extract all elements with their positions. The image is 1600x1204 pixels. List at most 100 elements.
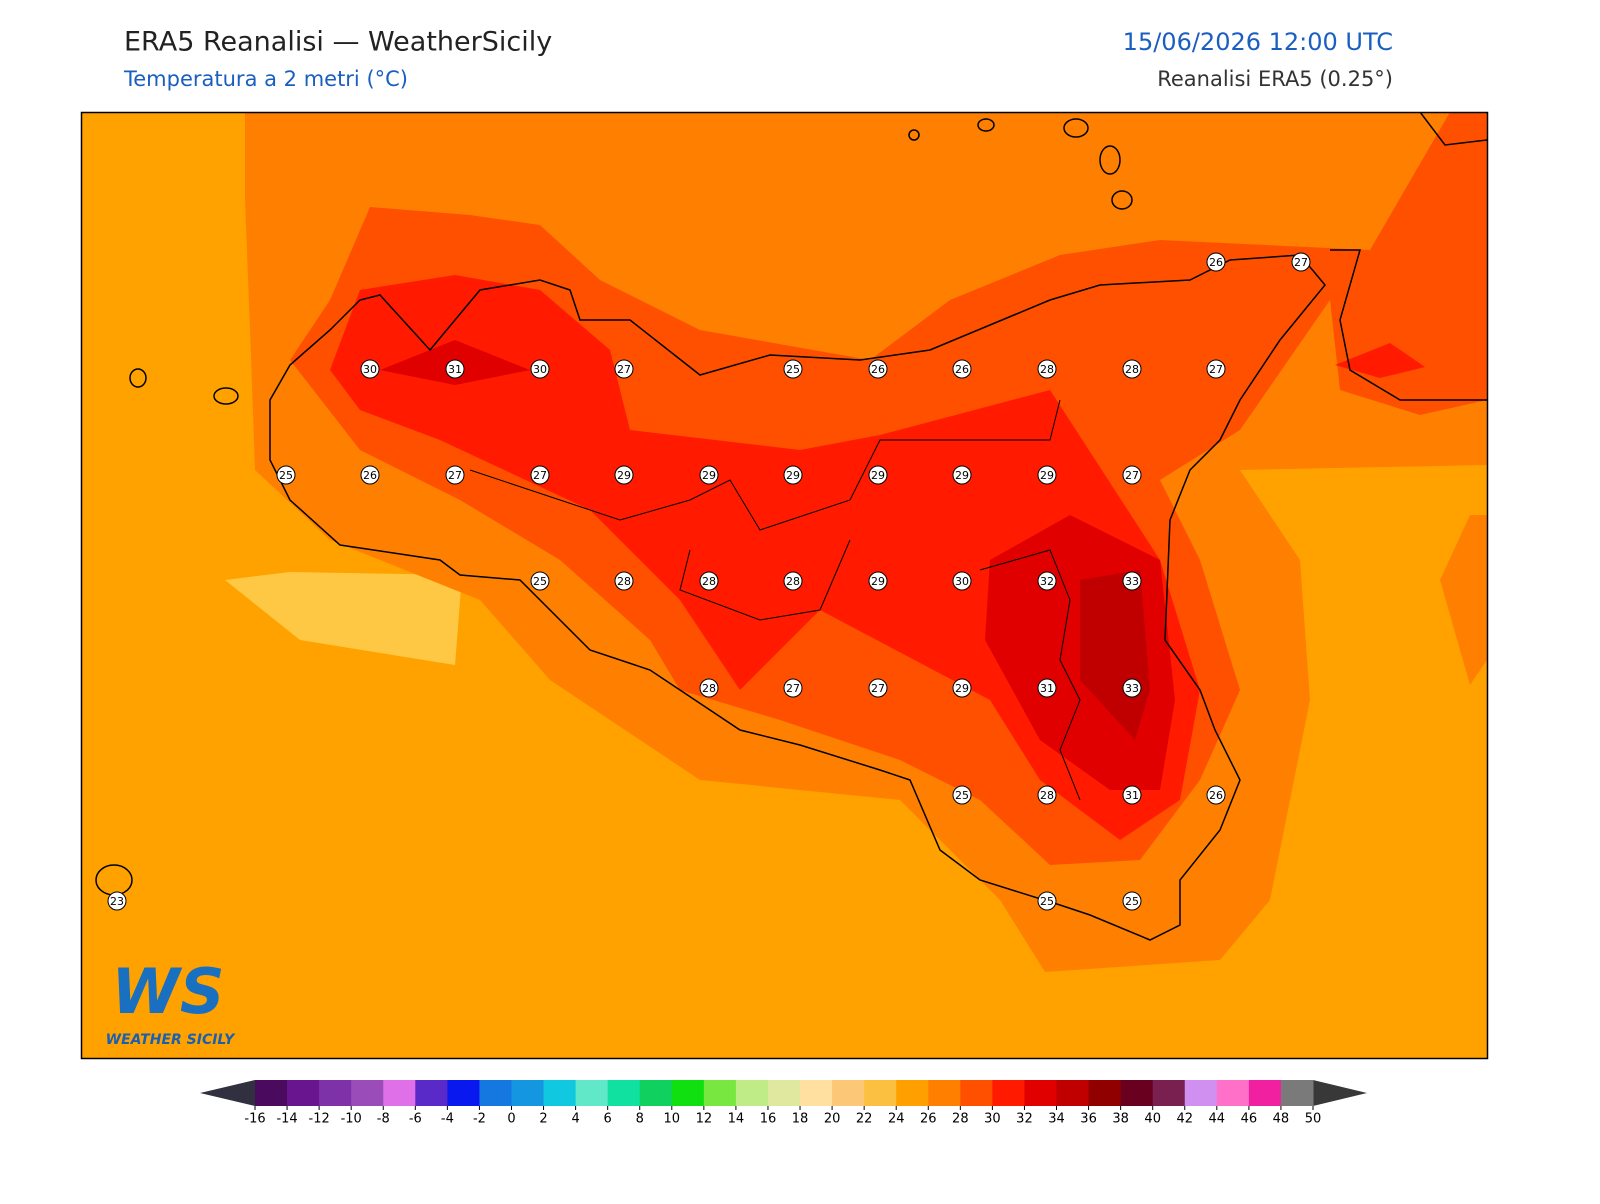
colorbar-bin bbox=[800, 1080, 833, 1106]
station-value: 28 bbox=[1125, 363, 1139, 376]
colorbar-bin bbox=[511, 1080, 545, 1106]
colorbar-label: 12 bbox=[696, 1112, 713, 1127]
colorbar-bin bbox=[1184, 1080, 1218, 1106]
station-marker bbox=[1122, 785, 1142, 805]
colorbar-bin bbox=[992, 1080, 1025, 1106]
station-value: 26 bbox=[1209, 256, 1223, 269]
colorbar-bin bbox=[383, 1080, 416, 1106]
station-marker bbox=[1122, 465, 1142, 485]
station-marker bbox=[445, 465, 465, 485]
station-value: 25 bbox=[279, 469, 293, 482]
colorbar-bin bbox=[319, 1080, 352, 1106]
station-marker bbox=[1122, 678, 1142, 698]
logo-text: WEATHER SICILY bbox=[106, 1032, 237, 1048]
station-marker bbox=[530, 465, 550, 485]
colorbar-bin bbox=[415, 1080, 448, 1106]
station-value: 29 bbox=[786, 469, 800, 482]
colorbar: -16 -14 -12 -10 -8 -6 -4 -2 0 2 4 6 8 10 12 14 16 18 20 22 2… bbox=[200, 1080, 1367, 1127]
colorbar-label: 32 bbox=[1016, 1112, 1033, 1127]
coastline bbox=[95, 113, 1487, 941]
colorbar-bin bbox=[1056, 1080, 1090, 1106]
colorbar-bin bbox=[1024, 1080, 1058, 1106]
title: ERA5 Reanalisi — WeatherSicily bbox=[124, 27, 552, 58]
station-marker bbox=[699, 465, 719, 485]
station-marker bbox=[868, 359, 888, 379]
station-marker bbox=[699, 571, 719, 591]
station-marker bbox=[783, 571, 803, 591]
colorbar-bin bbox=[1152, 1080, 1186, 1106]
colorbar-label: 44 bbox=[1209, 1112, 1226, 1127]
station-marker bbox=[445, 359, 465, 379]
colorbar-label: 28 bbox=[952, 1112, 969, 1127]
station-marker bbox=[783, 678, 803, 698]
colorbar-label: -6 bbox=[409, 1112, 422, 1127]
station-value: 26 bbox=[871, 363, 885, 376]
station-value: 28 bbox=[1040, 363, 1054, 376]
station-value: 29 bbox=[1040, 469, 1054, 482]
colorbar-label: 42 bbox=[1176, 1112, 1193, 1127]
station-marker bbox=[614, 465, 634, 485]
colorbar-label: 2 bbox=[539, 1112, 547, 1127]
colorbar-bin bbox=[832, 1080, 865, 1106]
colorbar-label: 26 bbox=[920, 1112, 937, 1127]
colorbar-label: -4 bbox=[441, 1112, 454, 1127]
contour bbox=[225, 572, 462, 665]
station-marker bbox=[868, 678, 888, 698]
colorbar-bin bbox=[960, 1080, 993, 1106]
colorbar-label: 46 bbox=[1241, 1112, 1258, 1127]
stations: 26 27 30 31 30 27 25 26 26 28 28 27 25 26 27 27 29 29 29 29… bbox=[107, 252, 1311, 911]
station-value: 28 bbox=[702, 682, 716, 695]
colorbar-label: -10 bbox=[341, 1112, 362, 1127]
station-value: 27 bbox=[786, 682, 800, 695]
station-marker bbox=[868, 571, 888, 591]
colorbar-bin bbox=[255, 1080, 288, 1106]
station-value: 28 bbox=[702, 575, 716, 588]
station-value: 25 bbox=[955, 789, 969, 802]
colorbar-under bbox=[200, 1080, 255, 1106]
station-value: 29 bbox=[617, 469, 631, 482]
station-marker bbox=[952, 359, 972, 379]
colorbar-label: -2 bbox=[473, 1112, 486, 1127]
datetime: 15/06/2026 12:00 UTC bbox=[1123, 28, 1393, 56]
station-value: 26 bbox=[955, 363, 969, 376]
colorbar-label: -16 bbox=[244, 1112, 265, 1127]
station-value: 30 bbox=[533, 363, 547, 376]
colorbar-bin bbox=[639, 1080, 673, 1106]
contour bbox=[1440, 515, 1487, 685]
station-value: 25 bbox=[786, 363, 800, 376]
colorbar-label: 18 bbox=[792, 1112, 809, 1127]
station-value: 31 bbox=[1125, 789, 1139, 802]
colorbar-label: 36 bbox=[1080, 1112, 1097, 1127]
station-marker bbox=[1037, 571, 1057, 591]
station-value: 27 bbox=[1209, 363, 1223, 376]
colorbar-bin bbox=[1120, 1080, 1154, 1106]
station-value: 29 bbox=[702, 469, 716, 482]
colorbar-label: 0 bbox=[507, 1112, 515, 1127]
station-marker bbox=[1122, 359, 1142, 379]
station-value: 28 bbox=[1040, 789, 1054, 802]
station-value: 30 bbox=[955, 575, 969, 588]
colorbar-bin bbox=[896, 1080, 929, 1106]
station-value: 33 bbox=[1125, 575, 1139, 588]
colorbar-label: 20 bbox=[824, 1112, 841, 1127]
colorbar-bin bbox=[543, 1080, 577, 1106]
station-value: 29 bbox=[955, 682, 969, 695]
colorbar-bin bbox=[1216, 1080, 1250, 1106]
station-marker bbox=[699, 678, 719, 698]
colorbar-label: 10 bbox=[664, 1112, 681, 1127]
colorbar-bin bbox=[671, 1080, 705, 1106]
station-marker bbox=[1037, 359, 1057, 379]
contour bbox=[1080, 570, 1150, 740]
station-value: 27 bbox=[1125, 469, 1139, 482]
colorbar-bin bbox=[287, 1080, 320, 1106]
colorbar-label: 16 bbox=[760, 1112, 777, 1127]
station-marker bbox=[1122, 571, 1142, 591]
colorbar-label: -14 bbox=[276, 1112, 297, 1127]
contour bbox=[1335, 343, 1425, 378]
colorbar-label: 48 bbox=[1273, 1112, 1290, 1127]
station-marker bbox=[783, 465, 803, 485]
station-marker bbox=[1206, 785, 1226, 805]
colorbar-bin bbox=[351, 1080, 384, 1106]
station-marker bbox=[952, 465, 972, 485]
